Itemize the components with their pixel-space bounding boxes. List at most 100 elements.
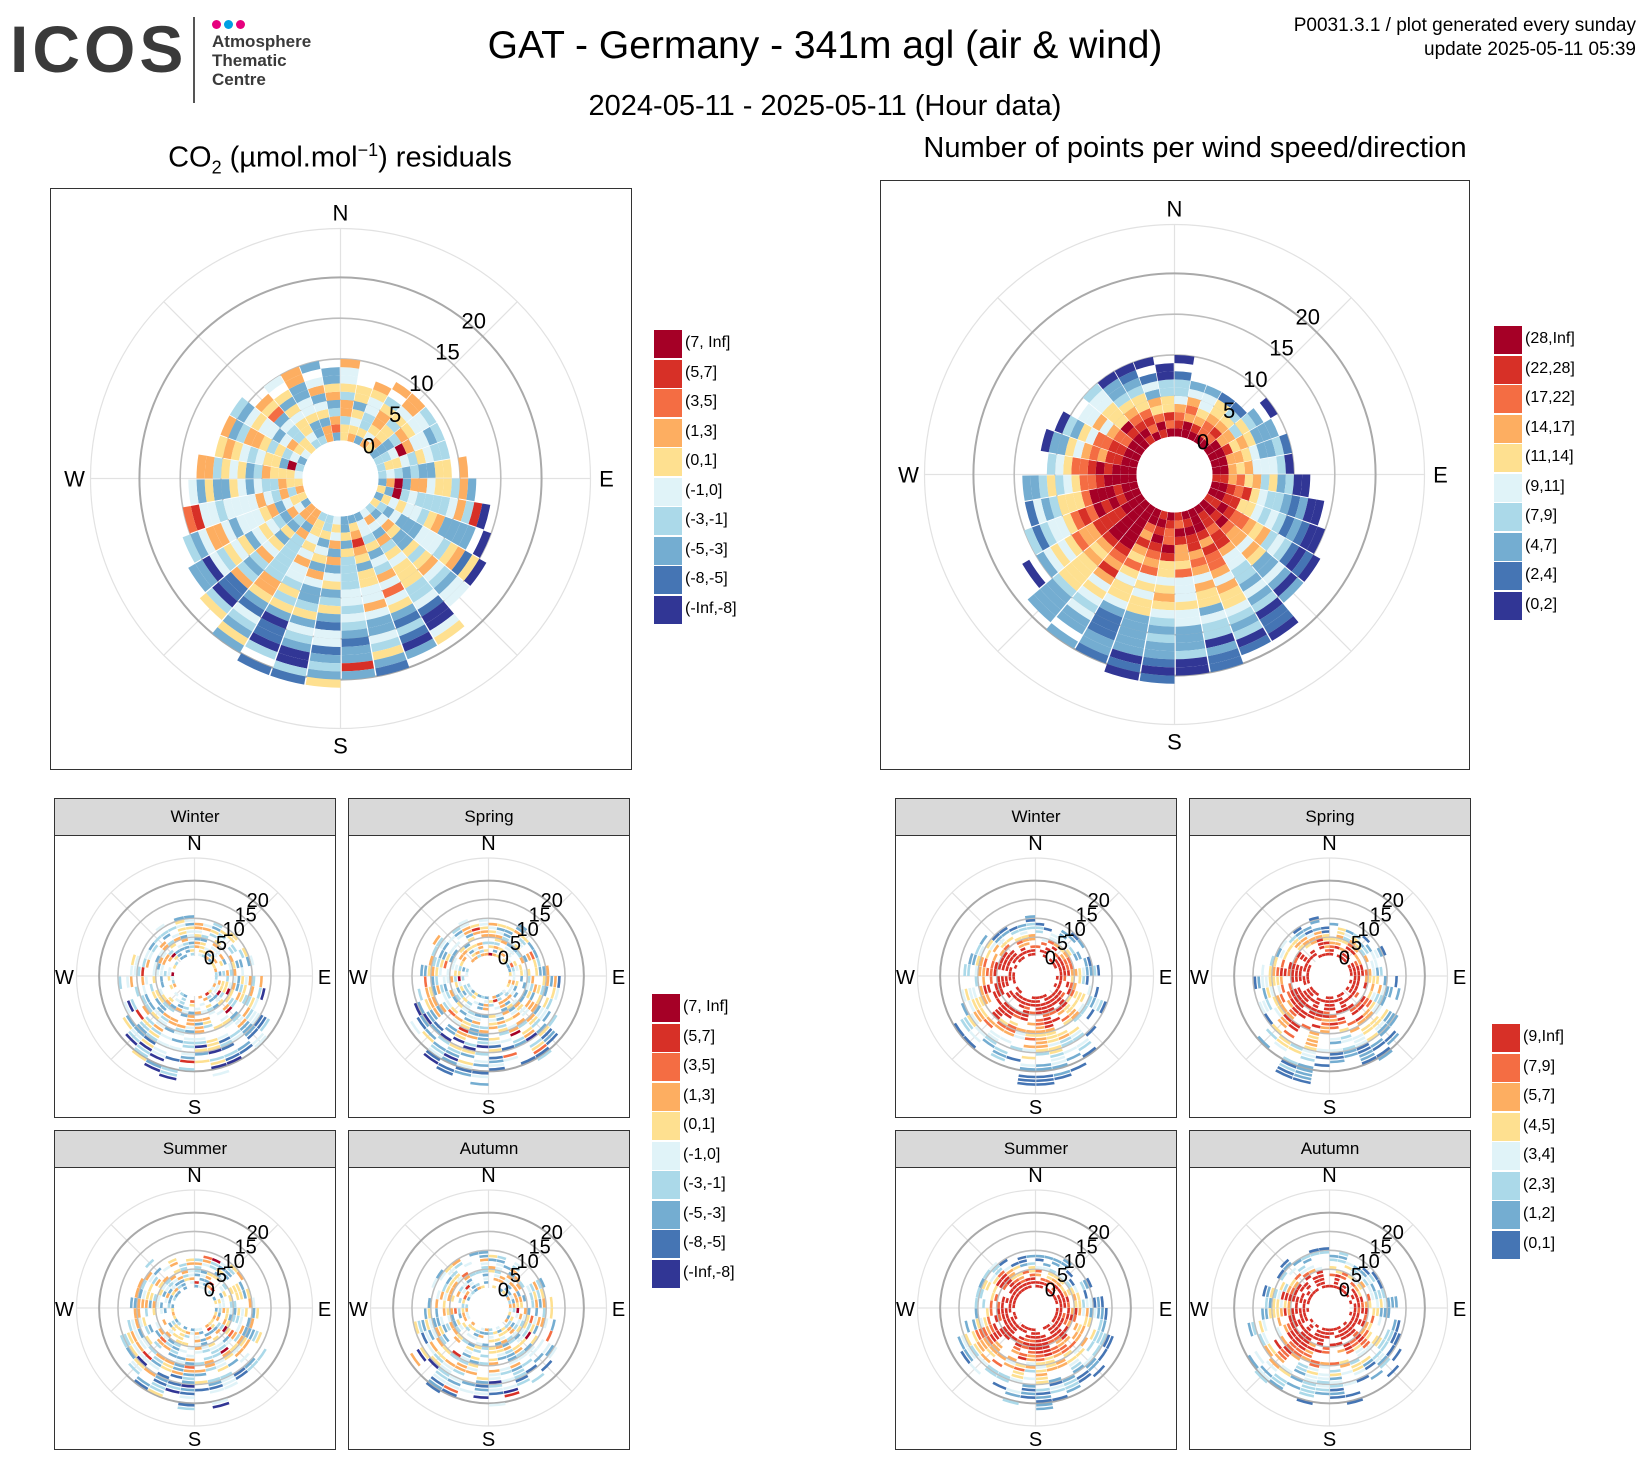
rose-cell (1175, 552, 1190, 562)
logo-separator (193, 17, 195, 103)
rose-cell (278, 644, 310, 661)
rose-cell (212, 1315, 217, 1320)
rose-cell (155, 1321, 161, 1329)
rose-cell (1018, 1335, 1025, 1341)
rose-cell (1364, 1308, 1368, 1315)
rose-cell (1035, 1003, 1041, 1007)
rose-cell (212, 1274, 219, 1281)
rose-cell (1035, 996, 1040, 1000)
rose-cell (198, 1330, 204, 1335)
rose-cell (1068, 935, 1077, 944)
rose-cell (387, 447, 399, 460)
rose-cell (1012, 1320, 1017, 1326)
rose-cell (1044, 1020, 1053, 1025)
rose-cell (1020, 1395, 1036, 1399)
rose-cell (1287, 1308, 1291, 1316)
rose-cell (418, 478, 428, 493)
rose-cell (456, 1291, 461, 1298)
rose-cell (148, 1300, 152, 1308)
rose-cell (1309, 1323, 1314, 1329)
rose-cell (1288, 1315, 1293, 1323)
rose-cell (1295, 1302, 1298, 1308)
rose-cell (1053, 964, 1058, 969)
rose-cell (1107, 585, 1131, 603)
legend-swatch (1494, 414, 1522, 443)
rose-cell (241, 947, 248, 957)
rose-cell (1068, 1278, 1075, 1287)
rose-cell (1048, 1376, 1062, 1383)
rose-cell (982, 1299, 986, 1308)
rose-cell (1310, 940, 1318, 946)
rose-cell (1057, 936, 1065, 943)
rose-cell (1341, 952, 1347, 958)
rose-cell (229, 479, 239, 498)
rose-cell (1005, 992, 1012, 999)
rose-cell (365, 539, 380, 553)
rose-cell (1174, 371, 1192, 381)
rose-cell (1299, 1297, 1303, 1304)
rose-cell (473, 1332, 479, 1337)
rose-cell (503, 1052, 518, 1059)
rose-cell (1345, 1323, 1351, 1329)
rose-cell (1043, 1282, 1049, 1287)
rose-cell (160, 1033, 172, 1041)
rose-cell (214, 500, 229, 523)
rose-cell (1319, 1250, 1330, 1255)
rose-cell (1299, 1313, 1304, 1319)
rose-cell (1146, 632, 1175, 643)
rose-cell (539, 985, 545, 996)
rose-cell (1345, 1332, 1352, 1338)
rose-cell (971, 1330, 979, 1343)
rose-cell (1050, 1055, 1066, 1062)
rose-cell (175, 1007, 183, 1012)
rose-cell (465, 933, 474, 939)
facet-winter-res: 0 5 10 15 20 N S E W (54, 833, 336, 1119)
rose-cell (1057, 1322, 1063, 1328)
rose-cell (1058, 1278, 1065, 1285)
rose-cell (1046, 1335, 1053, 1341)
rose-cell (202, 1262, 210, 1268)
rose-cell (225, 1052, 240, 1062)
rose-cell (341, 636, 370, 647)
rose-cell (1046, 453, 1057, 475)
rose-cell (153, 961, 158, 970)
rose-cell (260, 988, 266, 1001)
rose-cell (269, 558, 289, 575)
rose-cell (1236, 474, 1246, 487)
rose-cell (297, 455, 308, 466)
rose-cell (1325, 996, 1330, 1000)
rose-cell (428, 955, 434, 966)
logo-subtitle: Atmosphere Thematic Centre (212, 32, 311, 89)
rose-cell (1042, 1266, 1050, 1271)
rose-cell (155, 1020, 166, 1029)
rose-cell (1082, 1046, 1097, 1058)
rose-cell (1262, 1285, 1268, 1297)
rose-cell (512, 1265, 521, 1272)
rose-cell (500, 940, 508, 945)
rose-cell (1230, 559, 1252, 578)
rose-cell (1127, 550, 1145, 564)
rose-cell (216, 990, 222, 996)
legend-label: (-1,0] (685, 481, 723, 499)
rose-cell (278, 478, 287, 490)
rose-cell (1035, 1369, 1047, 1373)
rose-cell (238, 984, 244, 993)
rose-cell (1368, 1273, 1376, 1283)
rose-cell (1092, 1297, 1097, 1308)
rose-cell (386, 478, 395, 488)
rose-cell (1086, 1317, 1092, 1328)
rose-cell (1141, 664, 1175, 676)
rose-cell (1235, 566, 1257, 585)
rose-cell (478, 1002, 484, 1007)
rose-cell (1257, 507, 1272, 526)
rose-cell (195, 1052, 209, 1056)
rose-cell (997, 1270, 1005, 1278)
rose-cell (542, 966, 546, 976)
rose-cell (521, 1329, 529, 1338)
rose-cell (1036, 1372, 1048, 1377)
rose-cell (202, 1348, 211, 1353)
rose-cell (488, 1000, 494, 1003)
rose-cell (451, 550, 473, 576)
rose-cell (280, 418, 295, 434)
